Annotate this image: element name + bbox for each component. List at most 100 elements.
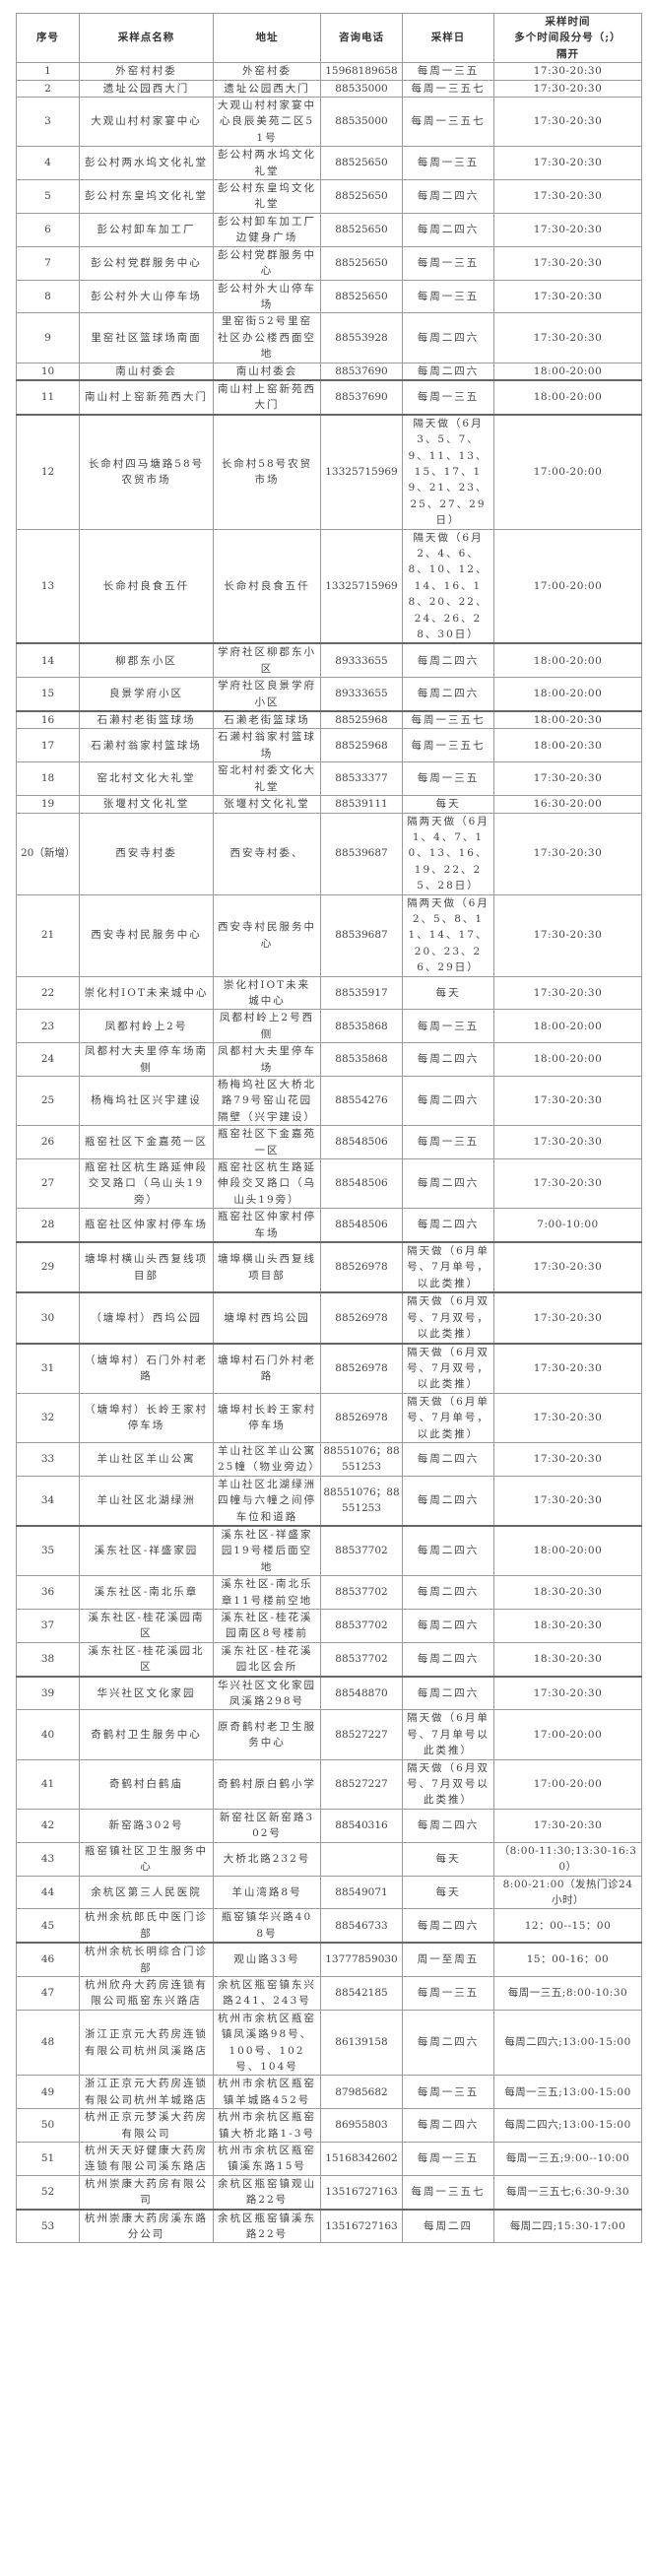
cell-index: 43	[16, 1841, 80, 1877]
cell-index: 14	[16, 642, 80, 679]
cell-sampling-time: 8:00-21:00（发热门诊24小时）	[493, 1875, 642, 1910]
cell-sampling-time: 17:30-20:30	[493, 1241, 642, 1293]
sampling-sites-table: 序号 采样点名称 地址 咨询电话 采样日 采样时间 多个时间段分号（;） 隔开 …	[16, 12, 642, 2244]
cell-index: 10	[16, 362, 80, 381]
cell-index: 49	[16, 2075, 80, 2110]
cell-sampling-days: 隔天做（6月2、4、6、8、10、12、14、16、18、20、22、24、26…	[402, 528, 494, 644]
cell-index: 31	[16, 1342, 80, 1394]
cell-sampling-days: 每周二四六	[402, 362, 494, 381]
table-row: 17 石濑村翁家村篮球场 石濑村翁家村篮球场 88525968 每周一三五七 18:00-…	[16, 728, 642, 763]
cell-index: 32	[16, 1392, 80, 1443]
cell-sampling-time: 17:00-20:00	[493, 1709, 642, 1760]
cell-phone: 88537690	[320, 362, 403, 381]
cell-site-name: 杭州欣舟大药房连锁有限公司瓶窑东兴路店	[79, 1975, 214, 2011]
cell-sampling-time: 18:30-20:30	[493, 1641, 642, 1678]
cell-address: 溪东社区-南北乐章11号楼前空地	[213, 1575, 321, 1610]
table-row: 47 杭州欣舟大药房连锁有限公司瓶窑东兴路店 余杭区瓶窑镇东兴路241、243号 88…	[16, 1975, 642, 2011]
table-header-row: 序号 采样点名称 地址 咨询电话 采样日 采样时间 多个时间段分号（;） 隔开	[16, 12, 642, 64]
table-row: 42 新窑路302号 新窑社区新窑路302号 88540316 每周二四六 17:30-2…	[16, 1808, 642, 1843]
cell-site-name: 崇化村IOT未来城中心	[79, 975, 214, 1011]
cell-site-name: 西安寺村委	[79, 812, 214, 895]
cell-sampling-time: 17:30-20:30	[493, 1125, 642, 1160]
cell-sampling-time: 17:30-20:30	[493, 245, 642, 281]
cell-address: 里窑街52号里窑社区办公楼西面空地	[213, 312, 321, 363]
table-row: 5 彭公村东皇坞文化礼堂 彭公村东皇坞文化礼堂 88525650 每周二四六 17:30-…	[16, 179, 642, 214]
cell-address: 大桥北路232号	[213, 1841, 321, 1877]
cell-phone: 88527227	[320, 1758, 403, 1810]
cell-site-name: 浙江正京元大药房连锁有限公司杭州凤溪路店	[79, 2009, 214, 2077]
cell-sampling-days: 每周一三五	[402, 146, 494, 181]
cell-sampling-days: 隔两天做（6月2、5、8、11、14、17、20、23、26、29日）	[402, 893, 494, 977]
table-row: 29 塘埠村横山头西复线项目部 塘埠横山头西复线项目部 88526978 隔天做（6月单…	[16, 1241, 642, 1293]
cell-phone: 86955803	[320, 2108, 403, 2143]
cell-site-name: 瓶窑社区仲家村停车场	[79, 1208, 214, 1243]
cell-index: 1	[16, 62, 80, 81]
cell-sampling-days: 每周一三五七	[402, 79, 494, 99]
cell-sampling-days: 每周一三五七	[402, 710, 494, 730]
cell-sampling-time: 17:30-20:30	[493, 812, 642, 895]
cell-sampling-time: 每周二四;15:30-17:00	[493, 2208, 642, 2244]
table-row: 2 遗址公园西大门 遗址公园西大门 88535000 每周一三五七 17:30-20:30	[16, 79, 642, 99]
cell-address: 大观山村村家宴中心良辰美苑二区51号	[213, 97, 321, 148]
cell-phone: 88537690	[320, 378, 403, 416]
cell-site-name: 羊山社区北湖绿洲	[79, 1475, 214, 1527]
table-row: 23 凤都村岭上2号 凤都村岭上2号西侧 88535868 每周一三五 18:00-20:…	[16, 1009, 642, 1044]
cell-sampling-days: 隔天做（6月双号、7月双号，以此类推）	[402, 1342, 494, 1394]
cell-address: 外窑村委	[213, 62, 321, 81]
cell-address: 学府社区良景学府小区	[213, 677, 321, 712]
cell-sampling-days: 每周二四六	[402, 179, 494, 214]
cell-index: 41	[16, 1758, 80, 1810]
table-row: 30 （塘埠村）西坞公园 塘埠村西坞公园 88526978 隔天做（6月双号、7月双号，…	[16, 1291, 642, 1345]
cell-sampling-days: 每周一三五	[402, 62, 494, 81]
cell-address: 杭州市余杭区瓶窑镇凤溪路98号、100号、102号、104号	[213, 2009, 321, 2077]
cell-sampling-days: 隔天做（6月3、5、7、9、11、13、15、17、19、21、23、25、27…	[402, 413, 494, 530]
cell-index: 17	[16, 728, 80, 763]
cell-index: 4	[16, 146, 80, 181]
cell-phone: 15968189658	[320, 62, 403, 81]
cell-index: 25	[16, 1075, 80, 1127]
cell-phone: 88548506	[320, 1158, 403, 1210]
table-row: 33 羊山社区羊山公寓 羊山社区羊山公寓25幢（物业旁边） 88551076；8855…	[16, 1441, 642, 1477]
cell-sampling-time: 17:30-20:30	[493, 1342, 642, 1394]
cell-index: 38	[16, 1641, 80, 1678]
table-row: 21 西安寺村民服务中心 西安寺村民服务中心 88539687 隔两天做（6月2、5、8…	[16, 893, 642, 977]
cell-sampling-days: 每周一三五七	[402, 97, 494, 148]
cell-phone: 86139158	[320, 2009, 403, 2077]
cell-phone: 88548870	[320, 1675, 403, 1711]
cell-index: 50	[16, 2108, 80, 2143]
cell-phone: 87985682	[320, 2075, 403, 2110]
cell-index: 37	[16, 1609, 80, 1643]
cell-phone: 88526978	[320, 1392, 403, 1443]
cell-index: 20（新增）	[16, 812, 80, 895]
cell-sampling-days: 每周二四六	[402, 1641, 494, 1678]
cell-sampling-time: 17:30-20:30	[493, 1392, 642, 1443]
cell-address: 羊山社区羊山公寓25幢（物业旁边）	[213, 1441, 321, 1477]
cell-site-name: 彭公村两水坞文化礼堂	[79, 146, 214, 181]
cell-site-name: 塘埠村横山头西复线项目部	[79, 1241, 214, 1293]
table-row: 35 溪东社区-祥盛家园 溪东社区-祥盛家园19号楼后面空地 88537702 每周二四…	[16, 1524, 642, 1577]
table-row: 18 窑北村文化大礼堂 窑北村村委文化大礼堂 88533377 每周一三五 17:30-2…	[16, 761, 642, 797]
table-row: 15 良景学府小区 学府社区良景学府小区 89333655 每周二四六 18:00-20:…	[16, 677, 642, 712]
cell-site-name: 杭州正京元梦溪大药房有限公司	[79, 2108, 214, 2143]
cell-sampling-days: 每周二四六	[402, 1575, 494, 1610]
cell-address: 原奇鹤村老卫生服务中心	[213, 1709, 321, 1760]
cell-sampling-time: 17:30-20:30	[493, 97, 642, 148]
cell-site-name: 里窑社区篮球场南面	[79, 312, 214, 363]
cell-address: 杭州市余杭区瓶窑镇羊城路452号	[213, 2075, 321, 2110]
cell-sampling-days: 每周一三五	[402, 2142, 494, 2176]
cell-address: 长命村良食五仟	[213, 528, 321, 644]
cell-index: 36	[16, 1575, 80, 1610]
cell-sampling-time: 17:30-20:30	[493, 1158, 642, 1210]
cell-index: 27	[16, 1158, 80, 1210]
cell-address: 塘埠村石门外村老路	[213, 1342, 321, 1394]
cell-phone: 88527227	[320, 1709, 403, 1760]
cell-site-name: 华兴社区文化家园	[79, 1675, 214, 1711]
table-row: 9 里窑社区篮球场南面 里窑街52号里窑社区办公楼西面空地 88553928 每周二四六…	[16, 312, 642, 363]
cell-address: 观山路33号	[213, 1942, 321, 1977]
cell-address: 张堰村文化礼堂	[213, 795, 321, 814]
cell-site-name: 奇鹤村白鹤庙	[79, 1758, 214, 1810]
cell-site-name: 浙江正京元大药房连锁有限公司杭州羊城路店	[79, 2075, 214, 2110]
cell-site-name: 凤都村岭上2号	[79, 1009, 214, 1044]
cell-phone: 88548506	[320, 1125, 403, 1160]
cell-sampling-days: 每周二四六	[402, 1075, 494, 1127]
